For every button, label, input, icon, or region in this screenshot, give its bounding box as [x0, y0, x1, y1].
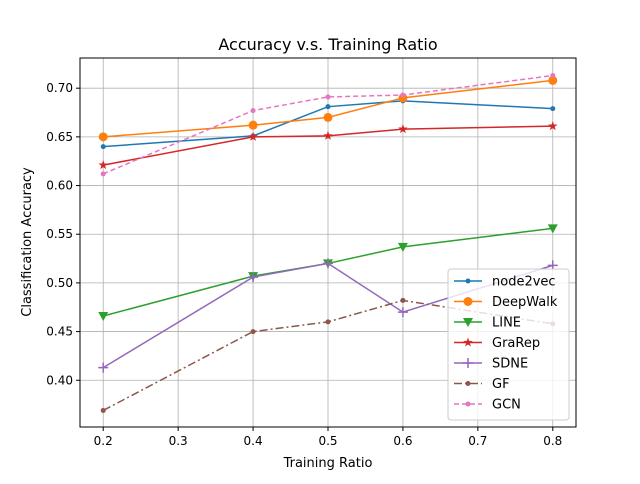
data-point [550, 73, 556, 79]
legend-label: GF [492, 377, 510, 392]
legend-marker [463, 358, 473, 368]
data-point [397, 242, 408, 252]
x-axis-label: Training Ratio [283, 456, 373, 471]
data-point [323, 258, 333, 269]
data-point [248, 272, 259, 283]
legend-marker [465, 401, 471, 407]
legend-marker [463, 297, 473, 306]
series-grarep [98, 121, 558, 170]
legend: node2vec DeepWalk LINE GraRep SDNE GF GCN [447, 268, 570, 421]
data-point [248, 131, 258, 141]
y-tick-label: 0.55 [46, 227, 73, 241]
y-tick-label: 0.45 [46, 325, 73, 339]
y-axis-label: Classification Accuracy [20, 167, 35, 317]
legend-item: SDNE [454, 357, 528, 372]
data-point [98, 362, 109, 373]
legend-marker [463, 318, 473, 327]
series-line [102, 74, 553, 175]
data-point [98, 160, 108, 170]
data-point [323, 130, 333, 140]
legend-item: GF [454, 377, 510, 392]
legend-label: SDNE [492, 357, 528, 372]
data-point [325, 319, 331, 325]
legend-marker [465, 278, 471, 284]
legend-label: DeepWalk [492, 295, 558, 310]
data-point [98, 132, 108, 142]
x-tick-label: 0.8 [543, 434, 562, 448]
data-point [250, 329, 256, 335]
x-tick-label: 0.5 [318, 434, 337, 448]
data-point [547, 224, 558, 234]
legend-marker [463, 337, 473, 347]
data-point [548, 121, 558, 131]
x-tick-label: 0.3 [169, 434, 188, 448]
data-point [325, 94, 331, 100]
legend-item: DeepWalk [454, 295, 558, 310]
data-point [325, 104, 331, 110]
data-point [550, 106, 556, 112]
legend-label: GraRep [492, 336, 540, 351]
series-gcn [100, 73, 556, 177]
legend-label: node2vec [492, 275, 556, 290]
data-point [100, 144, 106, 150]
legend-marker [465, 381, 471, 386]
data-point [100, 407, 106, 413]
legend-label: GCN [492, 398, 521, 413]
data-point [248, 120, 258, 130]
data-point [397, 307, 408, 318]
chart-title: Accuracy v.s. Training Ratio [218, 35, 437, 54]
data-point [398, 124, 408, 134]
y-tick-label: 0.50 [46, 276, 73, 290]
legend-box [447, 268, 570, 421]
y-tick-label: 0.70 [46, 81, 73, 95]
x-tick-label: 0.7 [468, 434, 487, 448]
x-tick-label: 0.4 [244, 434, 263, 448]
data-point [400, 92, 406, 98]
data-point [400, 297, 406, 303]
y-tick-label: 0.60 [46, 179, 73, 193]
legend-label: LINE [492, 316, 521, 331]
series-lines [98, 73, 558, 413]
x-tick-label: 0.2 [94, 434, 113, 448]
y-tick-label: 0.40 [46, 373, 73, 387]
x-tick-label: 0.6 [393, 434, 412, 448]
data-point [100, 171, 106, 177]
data-point [250, 108, 256, 114]
legend-item: GraRep [454, 336, 540, 351]
data-point [323, 112, 333, 122]
data-point [548, 75, 558, 85]
legend-item: node2vec [454, 275, 556, 290]
data-point [98, 312, 109, 322]
legend-item: LINE [454, 316, 521, 331]
axis-ticks: 0.2 0.3 0.4 0.5 0.6 0.7 0.8 0.40 0.45 0.50 0.55 0.6… [46, 81, 562, 448]
legend-item: GCN [454, 398, 521, 413]
y-tick-label: 0.65 [46, 130, 73, 144]
